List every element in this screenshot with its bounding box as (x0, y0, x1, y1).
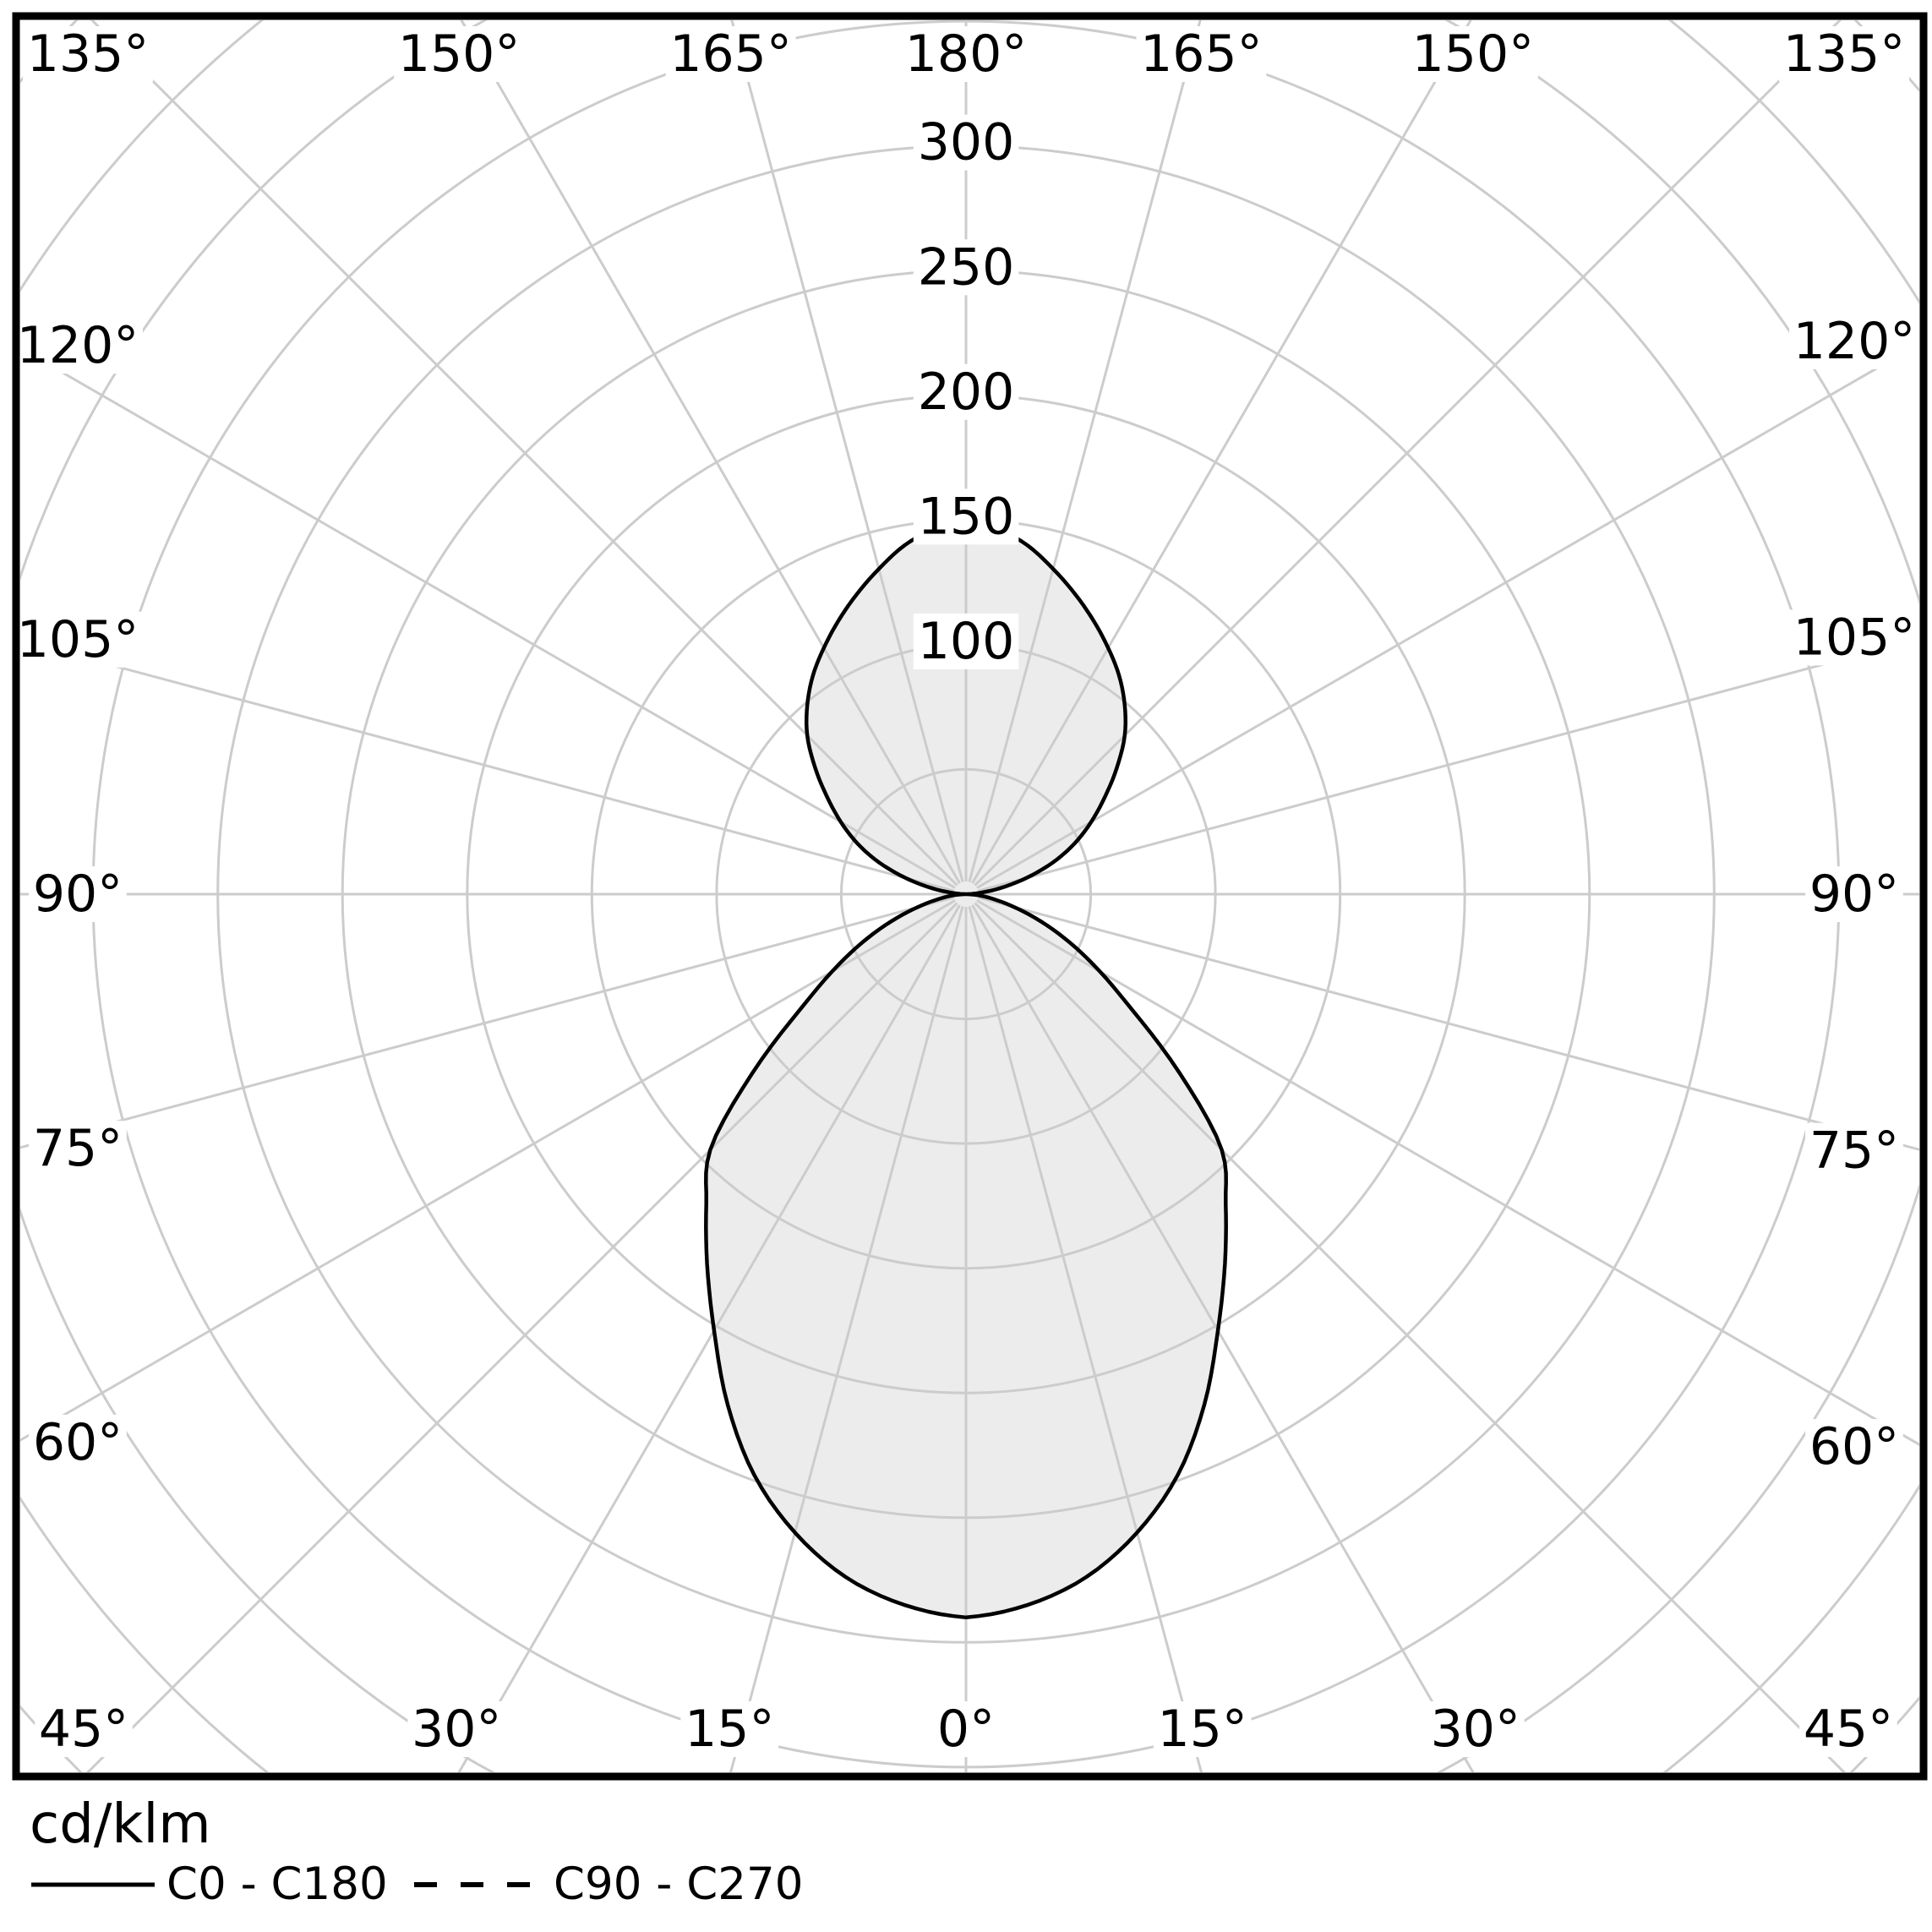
grid-radial (971, 904, 1475, 1772)
grid-radial (971, 20, 1472, 884)
angle-label-halo (35, 1701, 133, 1757)
angle-label-halo (29, 866, 127, 922)
plot-frame (12, 12, 1928, 1781)
angle-label-halo (901, 26, 1031, 82)
angle-label: 45° (39, 1700, 128, 1759)
angle-label: 165° (669, 25, 792, 84)
grid-radial (976, 899, 1919, 1447)
legend-label-c90: C90 - C270 (554, 1858, 804, 1910)
angle-label: 15° (1158, 1700, 1247, 1759)
grid-radial (20, 347, 956, 889)
legend-label-c0: C0 - C180 (166, 1858, 388, 1910)
angle-label: 120° (17, 316, 139, 375)
legend-row: C0 - C180 C90 - C270 (0, 1858, 1932, 1912)
legend-solid-line-sample (31, 1882, 155, 1887)
angle-label-halo (1805, 1122, 1903, 1179)
grid-radial (20, 899, 956, 1442)
angle-label-halo (680, 1701, 779, 1757)
grid-radial (968, 906, 1203, 1772)
angle-label-halo (1426, 1701, 1525, 1757)
grid-radial (729, 906, 964, 1772)
angle-label-halo (1799, 1701, 1897, 1757)
radial-tick-label: 300 (918, 113, 1015, 172)
angle-label: 45° (1804, 1700, 1893, 1759)
radial-tick-label-halo (913, 239, 1019, 296)
angle-label-halo (1805, 866, 1903, 922)
angle-label: 90° (1809, 865, 1899, 924)
legend: cd/klm C0 - C180 C90 - C270 (0, 1785, 1932, 1932)
angle-label-halo (13, 611, 143, 668)
angle-label: 105° (17, 610, 139, 669)
radial-tick-label: 150 (918, 487, 1015, 546)
angle-label-halo (29, 1414, 127, 1471)
angle-label-halo (407, 1701, 506, 1757)
grid-radial (968, 20, 1202, 882)
grid-radial (730, 20, 964, 882)
angle-label: 165° (1140, 25, 1263, 84)
angle-label: 15° (685, 1700, 774, 1759)
angle-label-halo (1805, 1419, 1903, 1476)
grid-radial (978, 896, 1919, 1151)
grid-radial (20, 639, 954, 892)
angle-label: 90° (33, 865, 123, 924)
radial-tick-label-halo (913, 613, 1019, 669)
angle-label-halo (1136, 26, 1267, 82)
angle-label-halo (1407, 26, 1538, 82)
grid-radial (978, 637, 1919, 892)
grid-radial (976, 341, 1919, 889)
angle-label: 30° (412, 1700, 501, 1759)
radial-tick-label: 100 (918, 612, 1015, 671)
angle-label-halo (1789, 609, 1919, 666)
angle-label-halo (394, 26, 525, 82)
angle-label: 30° (1431, 1700, 1520, 1759)
legend-dashed-line-sample (414, 1882, 538, 1887)
angle-label: 135° (27, 25, 150, 84)
angle-label: 0° (937, 1700, 995, 1759)
c0-c180-curve (704, 518, 1228, 1620)
radial-tick-label: 250 (918, 237, 1015, 297)
radial-tick-label: 200 (918, 363, 1015, 422)
angle-label-halo (1789, 313, 1919, 369)
angle-label: 60° (1809, 1417, 1899, 1476)
angle-label-halo (1779, 26, 1909, 82)
angle-label: 135° (1783, 25, 1906, 84)
angle-label: 60° (33, 1413, 123, 1472)
angle-label: 75° (1809, 1122, 1899, 1181)
radial-tick-label-halo (913, 363, 1019, 420)
grid-radial (460, 20, 961, 884)
radial-tick-label-halo (913, 488, 1019, 545)
unit-label: cd/klm (30, 1793, 211, 1856)
angle-label: 150° (1412, 25, 1535, 84)
angle-label: 180° (905, 25, 1028, 84)
angle-label-halo (13, 318, 143, 374)
angle-label: 75° (33, 1119, 123, 1178)
grid-radial (457, 904, 961, 1772)
angle-label-halo (29, 1121, 127, 1177)
angle-label: 150° (398, 25, 521, 84)
angle-label: 105° (1793, 608, 1916, 667)
grid-radial (20, 896, 954, 1149)
angle-label-halo (933, 1701, 999, 1757)
angle-label-halo (23, 26, 153, 82)
angle-label-halo (665, 26, 796, 82)
radial-tick-label-halo (913, 114, 1019, 171)
angle-label-halo (1153, 1701, 1252, 1757)
angle-label: 120° (1793, 312, 1916, 371)
